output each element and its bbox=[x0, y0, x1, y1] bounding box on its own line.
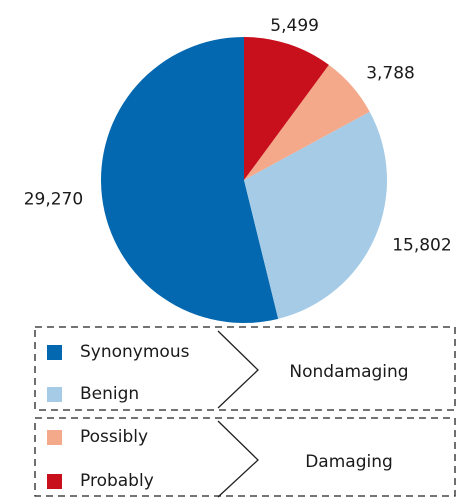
value-label: 3,788 bbox=[366, 64, 415, 84]
group-brace bbox=[217, 420, 259, 498]
value-label: 29,270 bbox=[24, 190, 83, 210]
group-brace bbox=[217, 330, 259, 409]
legend-label: Probably bbox=[80, 471, 154, 491]
legend-label: Possibly bbox=[80, 427, 148, 447]
group-label: Nondamaging bbox=[289, 362, 408, 382]
value-label: 15,802 bbox=[392, 235, 451, 255]
group-label: Damaging bbox=[305, 452, 393, 472]
legend-swatch bbox=[47, 387, 62, 402]
legend-swatch bbox=[47, 430, 62, 445]
legend-swatch bbox=[47, 345, 62, 360]
legend-swatch bbox=[47, 474, 62, 489]
group-box bbox=[34, 417, 456, 497]
pie-slice bbox=[244, 64, 370, 180]
legend-label: Synonymous bbox=[80, 342, 190, 362]
group-box bbox=[34, 326, 456, 411]
pie-slice bbox=[244, 37, 329, 180]
pie-slice bbox=[100, 37, 279, 323]
pie-slice bbox=[244, 111, 387, 319]
legend-label: Benign bbox=[80, 384, 139, 404]
value-label: 5,499 bbox=[270, 16, 319, 36]
